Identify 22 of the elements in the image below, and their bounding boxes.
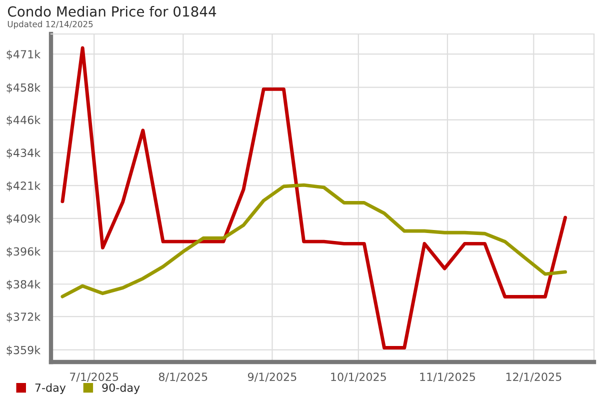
x-tick-label: 11/1/2025 bbox=[420, 372, 475, 382]
y-tick-label: $359k bbox=[6, 346, 41, 356]
legend-label: 7-day bbox=[35, 383, 66, 394]
x-tick-label: 10/1/2025 bbox=[331, 372, 386, 382]
y-tick-label: $396k bbox=[6, 247, 41, 258]
legend-label: 90-day bbox=[102, 383, 140, 394]
y-tick-label: $434k bbox=[6, 148, 41, 159]
y-tick-label: $446k bbox=[6, 116, 41, 126]
y-tick-label: $384k bbox=[6, 280, 41, 290]
line-series bbox=[60, 46, 568, 350]
line-series bbox=[60, 183, 568, 298]
x-tick-label: 9/1/2025 bbox=[248, 372, 296, 382]
y-tick-label: $471k bbox=[6, 50, 41, 60]
chart-subtitle: Updated 12/14/2025 bbox=[8, 20, 93, 29]
y-tick-label: $372k bbox=[6, 312, 41, 322]
y-tick-label: $421k bbox=[6, 181, 41, 192]
y-tick-label: $409k bbox=[6, 214, 41, 224]
y-tick-label: $458k bbox=[6, 83, 41, 94]
x-tick-label: 7/1/2025 bbox=[70, 372, 118, 382]
chart-title: Condo Median Price for 01844 bbox=[8, 6, 216, 17]
x-tick-label: 12/1/2025 bbox=[506, 372, 562, 382]
x-tick-label: 8/1/2025 bbox=[158, 372, 208, 382]
